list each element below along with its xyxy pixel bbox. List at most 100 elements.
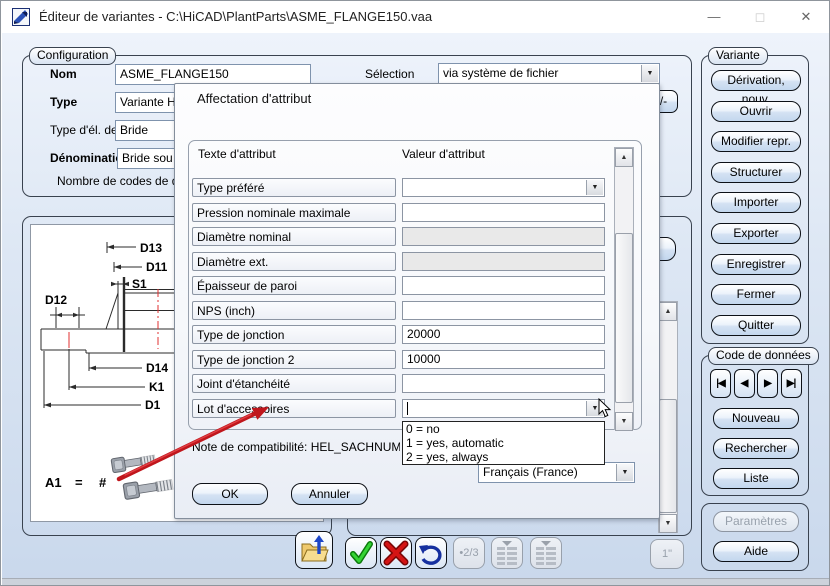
undo-button[interactable] bbox=[415, 537, 447, 569]
variante-action-button[interactable]: Dérivation, nouv. bbox=[711, 70, 801, 106]
attribute-label: Type de jonction 2 bbox=[192, 349, 396, 369]
selection-combobox[interactable]: via système de fichier bbox=[438, 63, 660, 84]
attribute-row: Joint d'étanchéité bbox=[192, 374, 632, 393]
variante-action-button[interactable]: Importer bbox=[711, 192, 801, 214]
attribute-label: Diamètre nominal bbox=[192, 227, 396, 246]
scroll-up-icon[interactable]: ▲ bbox=[659, 302, 677, 321]
scroll-down-icon[interactable]: ▼ bbox=[659, 514, 677, 533]
data-code-group-label: Code de données bbox=[708, 347, 819, 365]
close-button[interactable]: ✕ bbox=[800, 9, 812, 24]
accessory-formula-hash: # bbox=[99, 475, 107, 490]
inch-unit-button[interactable]: 1" bbox=[650, 539, 684, 569]
folder-up-icon bbox=[301, 535, 329, 562]
attribute-list-scrollbar[interactable]: ▲ ▼ bbox=[614, 147, 634, 431]
attribute-label: NPS (inch) bbox=[192, 300, 396, 320]
chevron-down-icon[interactable] bbox=[641, 65, 658, 82]
dropdown-option[interactable]: 0 = no bbox=[406, 422, 440, 436]
page-2-of-3-button[interactable]: •2/3 bbox=[453, 537, 485, 569]
data-code-action-button[interactable]: Rechercher bbox=[713, 438, 799, 459]
window-bottom-strip bbox=[2, 578, 829, 585]
dropdown-arrow-icon[interactable] bbox=[586, 180, 603, 195]
nom-label: Nom bbox=[50, 67, 77, 81]
table-icon bbox=[536, 541, 556, 565]
dim-label-d12: D12 bbox=[45, 293, 67, 307]
ok-button[interactable]: OK bbox=[192, 483, 268, 505]
dim-label-s1: S1 bbox=[132, 277, 147, 291]
element-type-label: Type d'él. de bbox=[50, 123, 118, 137]
dim-label-d13: D13 bbox=[140, 241, 162, 255]
scrollbar-thumb[interactable] bbox=[615, 233, 633, 403]
maximize-button[interactable]: ◻ bbox=[754, 9, 766, 24]
attribute-row: Diamètre nominal bbox=[192, 227, 632, 246]
data-code-buttons: Nouveau Rechercher Liste bbox=[713, 408, 799, 498]
data-code-action-button[interactable]: Liste bbox=[713, 468, 799, 489]
variante-group: Variante Dérivation, nouv. Ouvrir Modifier… bbox=[701, 47, 809, 344]
attribute-value-field[interactable] bbox=[402, 227, 605, 246]
dim-label-d11: D11 bbox=[146, 260, 168, 274]
scroll-down-icon[interactable]: ▼ bbox=[615, 412, 633, 431]
attribute-label: Lot d'accessoires bbox=[192, 398, 396, 418]
scroll-up-icon[interactable]: ▲ bbox=[615, 148, 633, 167]
attribute-value-field[interactable] bbox=[402, 202, 605, 222]
attribute-value-field[interactable] bbox=[402, 276, 605, 295]
attribute-value-field[interactable] bbox=[402, 300, 605, 320]
window-title: Éditeur de variantes - C:\HiCAD\PlantPar… bbox=[39, 9, 433, 24]
load-variant-button[interactable] bbox=[295, 531, 333, 569]
misc-group: Paramètres Aide bbox=[701, 503, 809, 571]
scrollbar-thumb[interactable] bbox=[659, 399, 677, 513]
language-combobox[interactable]: Français (France) bbox=[478, 462, 635, 483]
misc-action-button[interactable]: Paramètres bbox=[713, 511, 799, 532]
attribute-value-field[interactable] bbox=[402, 374, 605, 393]
attribute-row: Pression nominale maximale bbox=[192, 202, 632, 222]
variante-action-button[interactable]: Enregistrer bbox=[711, 253, 801, 275]
table-view-button-2[interactable] bbox=[530, 537, 562, 569]
minimize-button[interactable]: — bbox=[707, 9, 721, 24]
variante-action-button[interactable]: Quitter bbox=[711, 314, 801, 336]
record-nav-button[interactable]: ▶ bbox=[757, 369, 778, 398]
accessory-formula-eq: = bbox=[75, 475, 83, 490]
attribute-value-field[interactable] bbox=[402, 178, 605, 197]
attribute-value-field[interactable] bbox=[402, 251, 605, 271]
attribute-label: Pression nominale maximale bbox=[192, 202, 396, 222]
attribute-value-field[interactable] bbox=[402, 398, 605, 418]
dropdown-option[interactable]: 2 = yes, always bbox=[406, 450, 489, 464]
dropdown-arrow-icon[interactable] bbox=[586, 400, 603, 416]
data-codes-count-label: Nombre de codes de donné bbox=[57, 174, 206, 188]
record-nav-button[interactable]: ◀ bbox=[733, 369, 755, 398]
variante-action-button[interactable]: Fermer bbox=[711, 284, 801, 306]
attribute-row: Diamètre ext. bbox=[192, 251, 632, 271]
chevron-down-icon[interactable] bbox=[616, 464, 633, 481]
record-nav-buttons: |◀ ◀ ▶ ▶| bbox=[710, 369, 804, 398]
nom-input[interactable]: ASME_FLANGE150 bbox=[115, 64, 311, 85]
table-icon bbox=[497, 541, 517, 565]
attribute-value-field[interactable]: 20000 bbox=[402, 325, 605, 344]
variante-action-button[interactable]: Structurer bbox=[711, 161, 801, 183]
dropdown-option[interactable]: 1 = yes, automatic bbox=[406, 436, 504, 450]
variante-action-button[interactable]: Modifier repr. bbox=[711, 131, 801, 153]
attribute-row: Épaisseur de paroi bbox=[192, 276, 632, 295]
table-view-button-1[interactable] bbox=[491, 537, 523, 569]
misc-action-button[interactable]: Aide bbox=[713, 541, 799, 562]
compatibility-note: Note de compatibilité: HEL_SACHNUMMER s bbox=[192, 440, 400, 454]
attribute-value-field[interactable]: 10000 bbox=[402, 349, 605, 369]
discard-button[interactable] bbox=[380, 537, 412, 569]
type-label: Type bbox=[50, 95, 78, 109]
table-scrollbar[interactable]: ▲ ▼ bbox=[658, 301, 678, 533]
bolt-image bbox=[110, 454, 174, 500]
variante-action-button[interactable]: Exporter bbox=[711, 222, 801, 244]
cancel-button[interactable]: Annuler bbox=[291, 483, 368, 505]
app-icon bbox=[12, 8, 30, 26]
record-nav-button[interactable]: ▶| bbox=[780, 369, 802, 398]
attribute-row: NPS (inch) bbox=[192, 300, 632, 320]
apply-button[interactable] bbox=[345, 537, 377, 569]
green-check-icon bbox=[350, 541, 373, 564]
column-header-text: Texte d'attribut bbox=[198, 147, 276, 161]
variante-action-button[interactable]: Ouvrir bbox=[711, 100, 801, 122]
record-nav-button[interactable]: |◀ bbox=[710, 369, 731, 398]
data-code-action-button[interactable]: Nouveau bbox=[713, 408, 799, 429]
variante-group-label: Variante bbox=[708, 47, 768, 65]
accessory-dropdown-list: 0 = no 1 = yes, automatic 2 = yes, always bbox=[402, 421, 605, 465]
attribute-assignment-dialog: Affectation d'attribut Texte d'attribut … bbox=[174, 83, 660, 519]
attribute-label: Type préféré bbox=[192, 178, 396, 197]
